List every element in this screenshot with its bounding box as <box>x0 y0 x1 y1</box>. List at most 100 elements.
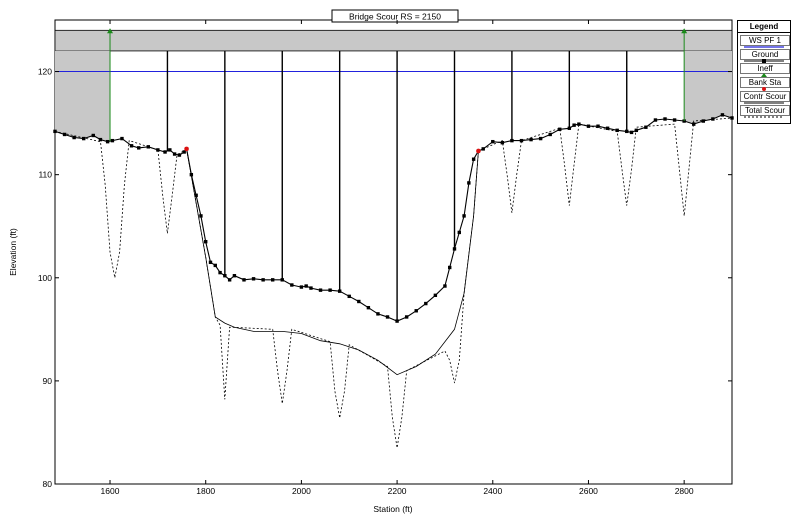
legend-label-ws: WS PF 1 <box>740 35 790 46</box>
ground-point <box>663 117 667 121</box>
ground-point <box>110 138 115 143</box>
ground-point <box>448 265 452 270</box>
ground-point <box>596 124 600 128</box>
ground-point <box>290 283 294 287</box>
ground-point <box>491 139 495 144</box>
chart-title: Bridge Scour RS = 2150 <box>349 12 441 22</box>
ground-point <box>120 136 124 141</box>
ground-point <box>572 123 576 127</box>
title-box <box>331 9 459 23</box>
legend-entry-bank: Bank Sta <box>740 77 790 91</box>
ground-point <box>299 285 304 289</box>
ground-point <box>357 299 361 304</box>
legend-swatch-contr <box>744 102 784 104</box>
ground-point <box>91 133 95 138</box>
plot-frame <box>54 19 733 485</box>
legend-swatch-ineff <box>761 73 767 77</box>
ground-point <box>443 284 447 288</box>
ineff-marker-1 <box>107 28 114 34</box>
ground-point <box>177 153 182 157</box>
ground-point <box>376 312 380 316</box>
ground-point <box>62 132 67 137</box>
bank-station-1 <box>184 146 189 152</box>
ground-point <box>163 150 167 154</box>
ineff-marker-2 <box>681 28 688 34</box>
ground-point <box>519 138 524 143</box>
x-axis-label: Station (ft) <box>373 504 412 514</box>
x-tick-label: 1600 <box>101 486 120 496</box>
ground-point <box>625 129 629 134</box>
ground-point <box>146 145 150 149</box>
ground-point <box>481 147 485 151</box>
ground-point <box>605 126 610 130</box>
ground-point <box>414 309 418 313</box>
legend-label-contr: Contr Scour <box>740 91 790 102</box>
ground-point <box>82 136 86 141</box>
ground-point <box>347 294 351 299</box>
ground-point <box>404 315 409 319</box>
ground-point <box>261 278 265 282</box>
ground-point <box>182 150 186 154</box>
y-tick-label: 120 <box>38 67 52 77</box>
series-total-scour <box>54 117 733 448</box>
ground-point <box>457 230 461 235</box>
x-tick-label: 2400 <box>483 486 502 496</box>
ground-point <box>462 214 466 218</box>
ground-point <box>629 130 634 135</box>
series-ground <box>54 114 733 322</box>
y-tick-label: 80 <box>43 479 53 489</box>
ground-point <box>615 128 619 133</box>
ground-point <box>567 126 572 130</box>
ground-point <box>172 152 177 156</box>
ground-point <box>711 117 715 121</box>
ground-point <box>577 122 581 126</box>
ground-point <box>137 146 141 150</box>
legend-label-ineff: Ineff <box>740 63 790 74</box>
ground-point <box>366 305 371 310</box>
legend-entry-ground: Ground <box>740 49 790 63</box>
ground-point <box>337 289 342 293</box>
legend-label-total: Total Scour <box>740 105 790 116</box>
ground-point <box>189 172 194 177</box>
ground-point <box>208 260 213 265</box>
ground-point <box>385 315 390 319</box>
ground-point <box>232 274 237 278</box>
ground-point <box>213 263 217 268</box>
ground-point <box>309 286 313 290</box>
ground-point <box>194 193 198 197</box>
legend-entry-total: Total Scour <box>740 105 790 119</box>
y-tick-label: 110 <box>38 170 52 180</box>
ground-point <box>204 239 208 244</box>
y-axis-label: Elevation (ft) <box>8 228 18 276</box>
ground-point <box>318 288 323 292</box>
ground-point <box>424 301 428 306</box>
x-tick-label: 2800 <box>675 486 694 496</box>
ground-point <box>558 127 562 131</box>
ground-point <box>72 135 76 140</box>
ground-point <box>692 122 696 126</box>
ground-point <box>634 128 639 133</box>
ground-point <box>701 119 705 123</box>
ground-point <box>270 278 275 282</box>
ground-point <box>218 270 222 275</box>
ground-point <box>129 144 134 148</box>
x-tick-label: 1800 <box>196 486 215 496</box>
ground-point <box>467 181 471 185</box>
ground-point <box>223 274 227 278</box>
ground-point <box>720 113 725 117</box>
ground-point <box>730 116 734 120</box>
ground-point <box>471 157 476 161</box>
legend-entry-contr: Contr Scour <box>740 91 790 105</box>
ineff-area-left <box>55 50 111 142</box>
ground-point <box>538 136 543 141</box>
legend-swatch-bank <box>762 87 766 91</box>
bank-station-2 <box>476 148 481 154</box>
legend-title: Legend <box>738 21 790 33</box>
ground-point <box>395 319 399 323</box>
ground-point <box>433 293 438 298</box>
ground-point <box>199 214 203 218</box>
series-contr-scour <box>186 148 479 376</box>
legend-swatch-total <box>744 116 784 118</box>
y-tick-label: 90 <box>43 376 53 386</box>
